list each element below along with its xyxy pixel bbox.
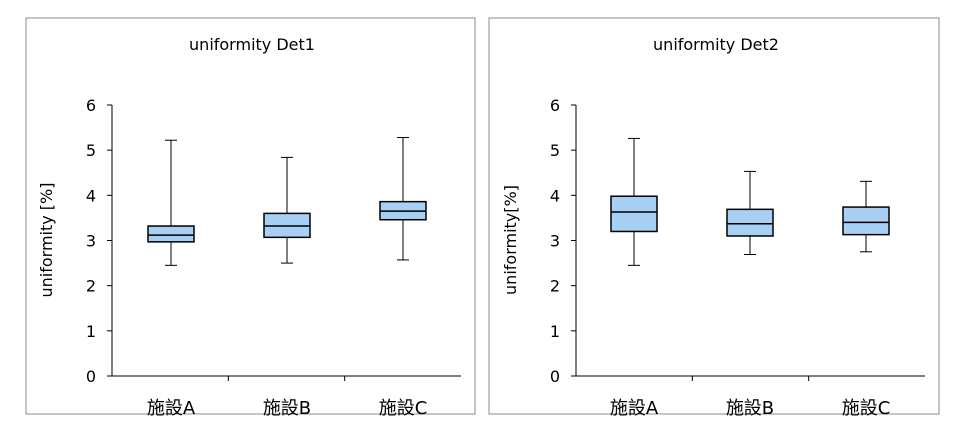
y-tick-label: 0 bbox=[86, 367, 96, 386]
box-plot-3 bbox=[842, 180, 890, 253]
y-tick-label: 6 bbox=[550, 96, 560, 115]
box-plot-1 bbox=[610, 137, 658, 266]
x-category-label: 施設B bbox=[263, 398, 311, 419]
y-tick-label: 5 bbox=[550, 141, 560, 160]
y-axis-label: uniformity [%] bbox=[37, 183, 56, 298]
x-category-label: 施設A bbox=[147, 398, 196, 419]
iqr-box bbox=[842, 206, 890, 236]
x-category-label: 施設C bbox=[379, 398, 428, 419]
x-category-label: 施設C bbox=[842, 398, 891, 419]
box-plot-2 bbox=[263, 156, 311, 264]
chart-panel-det1: uniformity Det1 uniformity [%] 0 1 2 3 4 5 6 施設… bbox=[25, 17, 476, 419]
chart-panel-det2: uniformity Det2 uniformity[%] 0 1 2 3 4 5 6 施設A… bbox=[488, 17, 940, 419]
y-tick-label: 1 bbox=[550, 322, 560, 341]
y-tick-label: 4 bbox=[86, 186, 96, 205]
chart-title: uniformity Det2 bbox=[653, 35, 779, 54]
plot-area: 0 1 2 3 4 5 6 施設A 施設B 施設C bbox=[550, 96, 925, 419]
y-axis-label: uniformity[%] bbox=[501, 185, 520, 295]
y-tick-label: 4 bbox=[550, 186, 560, 205]
chart-title: uniformity Det1 bbox=[189, 35, 315, 54]
box-plot-2 bbox=[726, 170, 774, 256]
x-category-label: 施設A bbox=[610, 398, 659, 419]
y-tick-label: 2 bbox=[86, 277, 96, 296]
y-tick-label: 2 bbox=[550, 277, 560, 296]
plot-area: 0 1 2 3 4 5 6 施設A 施設B 施設C bbox=[86, 96, 461, 419]
iqr-box bbox=[610, 195, 658, 233]
iqr-box bbox=[726, 208, 774, 237]
x-category-label: 施設B bbox=[726, 398, 774, 419]
y-tick-label: 3 bbox=[550, 232, 560, 251]
iqr-box bbox=[147, 225, 195, 243]
y-tick-label: 6 bbox=[86, 96, 96, 115]
y-tick-label: 5 bbox=[86, 141, 96, 160]
box-plot-1 bbox=[147, 139, 195, 266]
box-plot-3 bbox=[379, 137, 427, 261]
y-tick-label: 3 bbox=[86, 232, 96, 251]
y-tick-label: 1 bbox=[86, 322, 96, 341]
y-tick-label: 0 bbox=[550, 367, 560, 386]
